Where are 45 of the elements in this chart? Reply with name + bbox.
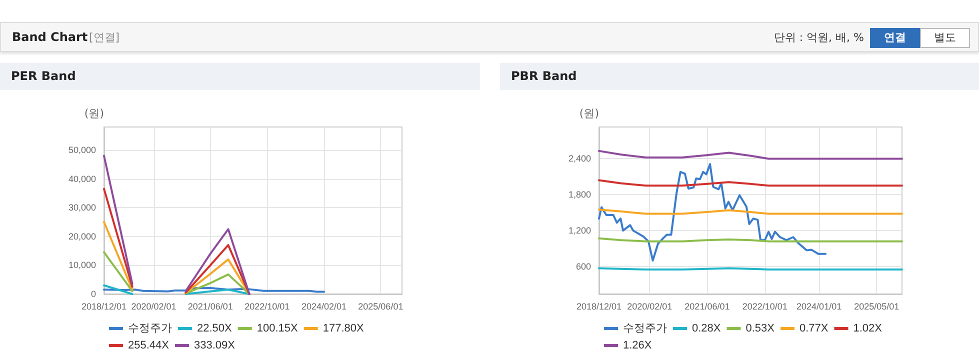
y-axis-title: (원) xyxy=(579,107,599,120)
legend-label: 1.02X xyxy=(853,322,883,334)
legend-label: 22.50X xyxy=(197,322,233,334)
text: Band Chart xyxy=(12,30,88,44)
legend-label: 0.77X xyxy=(799,322,829,334)
x-tick-label: 2018/12/01 xyxy=(81,302,127,312)
line-series xyxy=(598,163,827,262)
x-tick-label: 2021/06/01 xyxy=(684,302,730,312)
legend-label: 255.44X xyxy=(128,340,170,352)
text: 연결 xyxy=(870,28,920,48)
y-tick-label: 2,400 xyxy=(568,154,591,164)
text: 단위 : 억원, 배, % xyxy=(774,30,864,45)
y-tick-label: 20,000 xyxy=(68,231,96,242)
legend-label: 수정주가 xyxy=(623,322,667,334)
y-tick-label: 10,000 xyxy=(68,260,96,270)
x-tick-label: 2022/10/01 xyxy=(742,302,788,312)
legend-label: 333.09X xyxy=(194,340,236,352)
y-tick-label: 1,800 xyxy=(568,190,591,200)
legend-label: 177.80X xyxy=(322,322,364,334)
x-tick-label: 2022/10/01 xyxy=(244,302,290,312)
y-axis-title: (원) xyxy=(84,107,104,120)
x-tick-label: 2021/06/01 xyxy=(188,302,233,312)
legend-label: 100.15X xyxy=(256,322,299,334)
x-tick-label: 2025/06/01 xyxy=(358,302,404,312)
legend-label: 0.28X xyxy=(692,322,722,334)
chart-title: PBR Band xyxy=(500,63,979,90)
line-series xyxy=(598,150,903,160)
legend-label: 0.53X xyxy=(746,322,776,334)
y-tick-label: 0 xyxy=(90,289,96,299)
legend-label: 수정주가 xyxy=(128,322,172,334)
y-tick-label: 50,000 xyxy=(68,145,96,156)
text: [연결] xyxy=(89,30,120,45)
x-tick-label: 2020/02/01 xyxy=(627,302,672,312)
legend-label: 1.26X xyxy=(623,340,652,352)
x-tick-label: 2025/05/01 xyxy=(854,302,900,312)
chart-title: PER Band xyxy=(0,63,480,90)
y-tick-label: 1,200 xyxy=(568,226,591,236)
y-tick-label: 40,000 xyxy=(68,174,96,184)
x-tick-label: 2018/12/01 xyxy=(576,302,622,312)
text: 별도 xyxy=(920,28,970,48)
y-tick-label: 600 xyxy=(576,261,591,272)
x-tick-label: 2020/02/01 xyxy=(131,302,176,312)
x-tick-label: 2024/01/01 xyxy=(796,302,842,312)
x-tick-label: 2024/02/01 xyxy=(302,302,347,312)
y-tick-label: 30,000 xyxy=(68,202,96,213)
